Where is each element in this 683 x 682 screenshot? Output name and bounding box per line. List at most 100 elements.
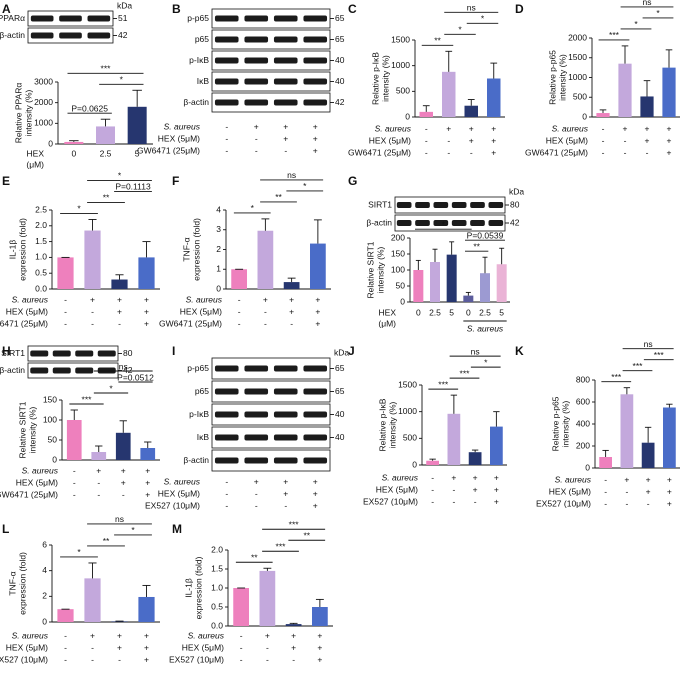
blot-band bbox=[30, 32, 54, 39]
condition-mark: + bbox=[624, 474, 629, 484]
condition-mark: - bbox=[91, 654, 94, 664]
bar bbox=[430, 262, 440, 302]
significance-label: P=0.0625 bbox=[71, 103, 108, 113]
blot-band bbox=[273, 388, 298, 395]
kda-value: 42 bbox=[510, 217, 520, 227]
condition-mark: - bbox=[240, 630, 243, 640]
blot-band bbox=[303, 411, 328, 418]
condition-label: HEX (5μM) bbox=[16, 477, 58, 487]
x-tick-label: 2.5 bbox=[479, 307, 491, 317]
condition-mark: + bbox=[313, 145, 318, 155]
condition-mark: - bbox=[604, 474, 607, 484]
y-tick-label: 0 bbox=[585, 462, 590, 472]
significance-label: * bbox=[120, 75, 124, 85]
bar bbox=[442, 71, 456, 117]
condition-mark: - bbox=[97, 477, 100, 487]
condition-label: S. aureus bbox=[555, 474, 592, 484]
condition-mark: - bbox=[290, 318, 293, 328]
condition-label: GW6471 (25μM) bbox=[525, 147, 588, 157]
significance-label: ** bbox=[103, 536, 110, 546]
condition-mark: + bbox=[667, 123, 672, 133]
condition-mark: + bbox=[90, 630, 95, 640]
condition-mark: - bbox=[91, 318, 94, 328]
condition-mark: + bbox=[494, 496, 499, 506]
bar bbox=[57, 257, 74, 289]
condition-label: S. aureus bbox=[12, 294, 49, 304]
blot-band bbox=[303, 15, 328, 22]
bar bbox=[66, 420, 82, 460]
kda-value: 65 bbox=[335, 13, 345, 23]
condition-mark: + bbox=[317, 642, 322, 652]
condition-mark: + bbox=[117, 630, 122, 640]
condition-mark: + bbox=[121, 477, 126, 487]
condition-mark: + bbox=[265, 630, 270, 640]
y-tick-label: 0.5 bbox=[35, 267, 47, 277]
condition-mark: + bbox=[263, 294, 268, 304]
kda-value: 51 bbox=[118, 13, 128, 23]
y-tick-label: 0 bbox=[582, 111, 587, 121]
condition-mark: + bbox=[144, 642, 149, 652]
blot-band bbox=[97, 350, 116, 357]
y-tick-label: 200 bbox=[391, 232, 405, 242]
y-tick-label: 0 bbox=[405, 111, 410, 121]
condition-mark: - bbox=[602, 123, 605, 133]
significance-label: *** bbox=[289, 519, 300, 529]
significance-label: ns bbox=[467, 3, 476, 13]
blot-row-label: p65 bbox=[195, 34, 209, 44]
condition-mark: - bbox=[431, 472, 434, 482]
significance-label: ns bbox=[644, 339, 653, 349]
condition-mark: + bbox=[491, 135, 496, 145]
blot-band bbox=[451, 220, 467, 226]
condition-mark: + bbox=[145, 489, 150, 499]
bar bbox=[641, 442, 655, 468]
condition-mark: - bbox=[238, 306, 241, 316]
bar bbox=[259, 570, 276, 626]
bar bbox=[64, 141, 84, 144]
condition-label: GW6471 (25μM) bbox=[348, 147, 411, 157]
blot-band bbox=[433, 202, 449, 208]
condition-mark: - bbox=[64, 630, 67, 640]
condition-label: S. aureus bbox=[375, 123, 412, 133]
y-axis-label: intensity (%) bbox=[560, 400, 570, 447]
blot-band bbox=[214, 365, 239, 372]
blot-band bbox=[303, 434, 328, 441]
significance-label: ns bbox=[643, 0, 652, 7]
y-tick-label: 1500 bbox=[398, 379, 417, 389]
panel-letter: A bbox=[2, 2, 11, 16]
blot-band bbox=[273, 57, 298, 64]
condition-mark: - bbox=[225, 133, 228, 143]
bar bbox=[419, 111, 433, 117]
blot-band bbox=[244, 99, 269, 106]
condition-mark: + bbox=[90, 294, 95, 304]
condition-mark: - bbox=[73, 477, 76, 487]
panel-letter: E bbox=[2, 174, 10, 188]
condition-mark: + bbox=[317, 630, 322, 640]
condition-mark: + bbox=[254, 121, 259, 131]
y-axis-label: expression (fold) bbox=[191, 218, 201, 281]
condition-mark: + bbox=[117, 306, 122, 316]
y-tick-label: 0 bbox=[412, 459, 417, 469]
condition-mark: + bbox=[451, 472, 456, 482]
blot-band bbox=[488, 202, 504, 208]
panel-letter: L bbox=[2, 522, 9, 536]
condition-mark: - bbox=[447, 135, 450, 145]
condition-mark: - bbox=[64, 654, 67, 664]
panel-letter: M bbox=[172, 522, 182, 536]
x-tick-label: 0 bbox=[416, 307, 421, 317]
bar bbox=[640, 96, 654, 117]
y-tick-label: 4 bbox=[216, 204, 221, 214]
bar bbox=[57, 609, 74, 622]
blot-row-label: β-actin bbox=[183, 455, 209, 465]
significance-label: ns bbox=[115, 514, 124, 524]
condition-mark: + bbox=[145, 477, 150, 487]
bar bbox=[91, 452, 107, 460]
y-axis-label: intensity (%) bbox=[23, 89, 33, 136]
condition-mark: - bbox=[97, 489, 100, 499]
y-tick-label: 2.0 bbox=[211, 544, 223, 554]
condition-mark: + bbox=[494, 484, 499, 494]
y-tick-label: 0.0 bbox=[35, 283, 47, 293]
blot-band bbox=[75, 350, 94, 357]
y-tick-label: 0 bbox=[52, 454, 57, 464]
condition-label: EX527 (10μM) bbox=[363, 496, 418, 506]
significance-label: P=0.0512 bbox=[117, 372, 154, 382]
